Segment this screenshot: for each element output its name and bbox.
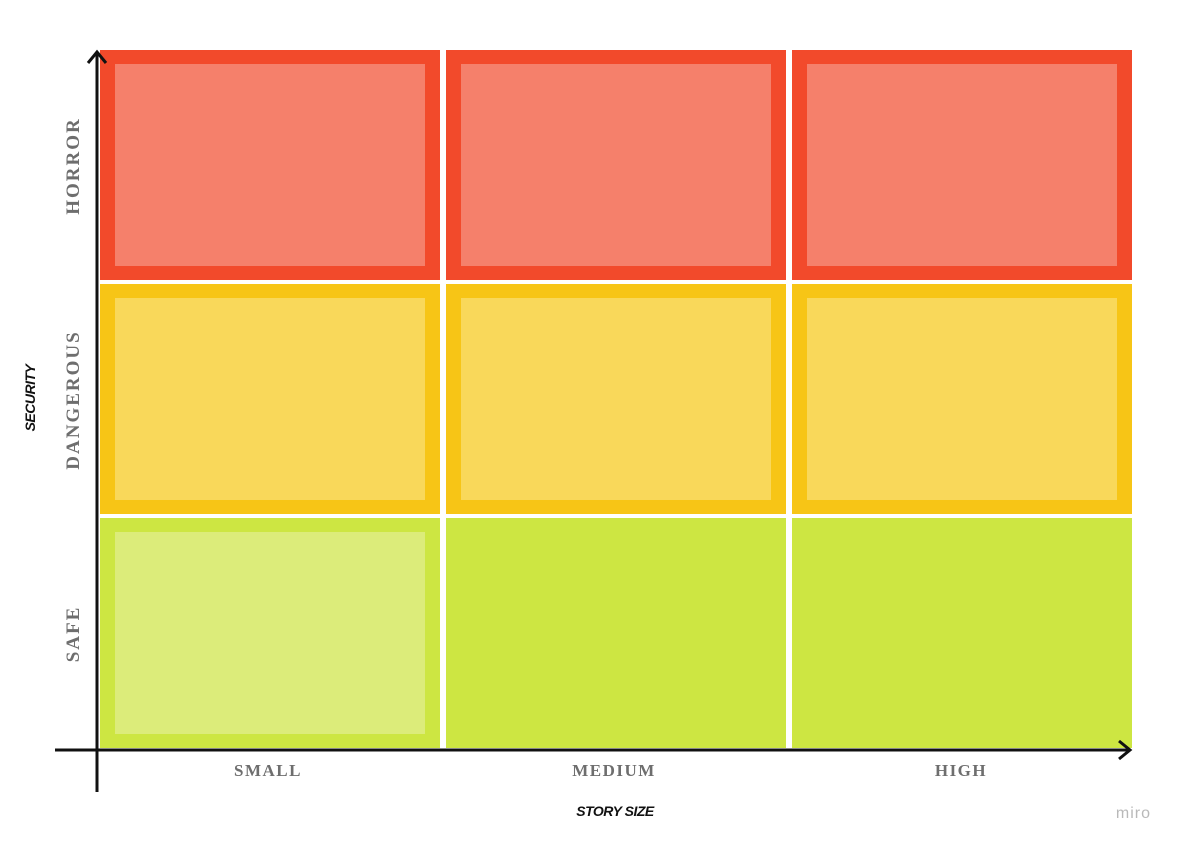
matrix-cell-safe-small bbox=[100, 518, 440, 748]
matrix-cell-horror-small bbox=[100, 50, 440, 280]
y-level-label-horror: HORROR bbox=[63, 117, 84, 215]
matrix-cell-fill bbox=[807, 64, 1117, 266]
matrix-cell-fill bbox=[461, 532, 771, 734]
y-axis-title: SECURITY bbox=[22, 364, 38, 432]
matrix-cell-dangerous-medium bbox=[446, 284, 786, 514]
matrix-cell-fill bbox=[807, 298, 1117, 500]
matrix-cell-horror-high bbox=[792, 50, 1132, 280]
matrix-cell-safe-high bbox=[792, 518, 1132, 748]
x-axis-title: STORY SIZE bbox=[576, 803, 654, 819]
matrix-cell-safe-medium bbox=[446, 518, 786, 748]
y-level-label-dangerous: DANGEROUS bbox=[63, 330, 84, 470]
x-level-label-high: HIGH bbox=[934, 761, 988, 780]
y-level-label-safe: SAFE bbox=[63, 605, 84, 663]
matrix-cell-fill bbox=[461, 64, 771, 266]
matrix-cell-fill bbox=[115, 64, 425, 266]
matrix-cell-fill bbox=[807, 532, 1117, 734]
miro-logo: miro bbox=[1115, 805, 1151, 822]
matrix-cell-dangerous-high bbox=[792, 284, 1132, 514]
x-level-label-small: SMALL bbox=[234, 761, 302, 780]
matrix-cell-horror-medium bbox=[446, 50, 786, 280]
matrix-cell-fill bbox=[115, 532, 425, 734]
matrix-cell-fill bbox=[115, 298, 425, 500]
matrix-cell-dangerous-small bbox=[100, 284, 440, 514]
x-level-label-medium: MEDIUM bbox=[572, 761, 656, 780]
matrix-cell-fill bbox=[461, 298, 771, 500]
